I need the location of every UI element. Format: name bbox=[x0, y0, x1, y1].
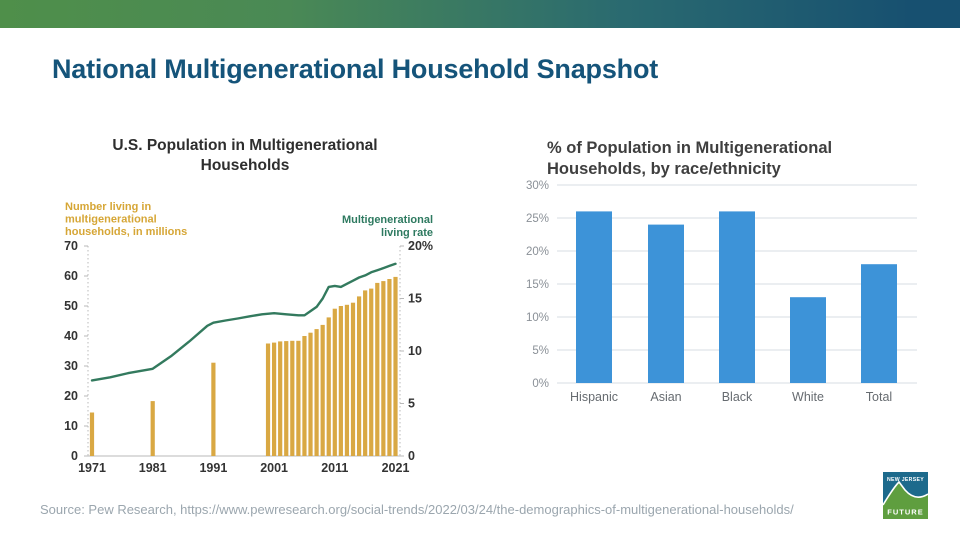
millions-bar-2021 bbox=[393, 276, 398, 456]
millions-bar-2014 bbox=[350, 302, 356, 456]
right-tick-label: 0 bbox=[408, 449, 415, 463]
millions-bar-1991 bbox=[211, 362, 216, 456]
x-tick-label: 1971 bbox=[78, 461, 106, 475]
millions-bar-2018 bbox=[375, 282, 380, 456]
millions-bar-2017 bbox=[369, 288, 374, 456]
right-series-label: Multigenerational bbox=[342, 214, 433, 226]
millions-bar-2006 bbox=[302, 336, 307, 456]
combo-chart-population-millions: 0 10 20 30 40 50 60 70 0 5 10 15 20% 1971 1981 1991 2001… bbox=[64, 201, 433, 475]
millions-bar-2020 bbox=[387, 279, 392, 456]
millions-bar-1971 bbox=[89, 412, 95, 456]
bar-hispanic bbox=[576, 211, 612, 383]
millions-bar-2011 bbox=[332, 308, 337, 456]
x-tick-label: 1991 bbox=[199, 461, 227, 475]
millions-bar-2016 bbox=[363, 290, 368, 456]
millions-bar-2019 bbox=[381, 281, 386, 456]
bar-total bbox=[861, 264, 897, 383]
x-tick-label: 2001 bbox=[260, 461, 288, 475]
logo-text-top: NEW JERSEY bbox=[887, 477, 924, 483]
millions-bar-2012 bbox=[338, 306, 343, 456]
y-tick-label: 25% bbox=[526, 213, 549, 225]
left-series-label: multigenerational bbox=[65, 214, 157, 226]
y-tick-label: 20% bbox=[526, 246, 549, 258]
left-tick-label: 60 bbox=[64, 269, 78, 283]
category-label: Total bbox=[866, 390, 892, 404]
logo-wave-line bbox=[883, 480, 928, 506]
millions-bar-2003 bbox=[284, 341, 289, 456]
x-tick-label: 2021 bbox=[382, 461, 410, 475]
millions-bar-2010 bbox=[326, 317, 331, 456]
new-jersey-future-logo: NEW JERSEY FUTURE bbox=[883, 472, 928, 519]
millions-bar-2013 bbox=[344, 304, 350, 456]
source-citation: Source: Pew Research, https://www.pewres… bbox=[40, 502, 794, 517]
category-label: Black bbox=[722, 390, 753, 404]
millions-bar-1981 bbox=[150, 401, 155, 456]
millions-bar-2008 bbox=[314, 329, 319, 456]
right-series-label: living rate bbox=[381, 227, 433, 239]
left-tick-label: 70 bbox=[64, 239, 78, 253]
bar-asian bbox=[648, 224, 684, 383]
bar-white bbox=[790, 297, 826, 383]
millions-bar-2015 bbox=[356, 296, 362, 456]
millions-bar-2000 bbox=[265, 343, 271, 456]
category-label: Asian bbox=[650, 390, 681, 404]
y-tick-label: 30% bbox=[526, 180, 549, 192]
millions-bar-2001 bbox=[272, 342, 277, 456]
left-tick-label: 10 bbox=[64, 419, 78, 433]
logo-text-bottom: FUTURE bbox=[887, 508, 923, 517]
right-tick-label: 20% bbox=[408, 239, 433, 253]
left-tick-label: 50 bbox=[64, 299, 78, 313]
millions-bar-2007 bbox=[308, 332, 313, 456]
millions-bar-2004 bbox=[290, 340, 295, 456]
millions-bar-2002 bbox=[278, 341, 283, 456]
right-chart-title: % of Population in Multigenerational Hou… bbox=[547, 139, 833, 178]
left-tick-label: 20 bbox=[64, 389, 78, 403]
left-series-label: Number living in bbox=[65, 201, 151, 213]
category-label: White bbox=[792, 390, 824, 404]
y-tick-label: 15% bbox=[526, 279, 549, 291]
left-tick-label: 40 bbox=[64, 329, 78, 343]
left-tick-label: 30 bbox=[64, 359, 78, 373]
right-tick-label: 10 bbox=[408, 344, 422, 358]
millions-bar-2005 bbox=[296, 340, 301, 456]
millions-bar-2009 bbox=[320, 324, 325, 456]
living-rate-line bbox=[90, 262, 397, 382]
slide-title: National Multigenerational Household Sna… bbox=[52, 54, 659, 84]
left-tick-label: 0 bbox=[71, 449, 78, 463]
logo-green-hill bbox=[883, 482, 928, 519]
right-tick-label: 15 bbox=[408, 292, 422, 306]
bar-chart-race-ethnicity: 0% 5% 10% 15% 20% 25% 30% Hispanic Asian Black Whi… bbox=[526, 180, 917, 404]
y-tick-label: 10% bbox=[526, 312, 549, 324]
left-series-label: households, in millions bbox=[65, 226, 187, 238]
bar-black bbox=[719, 211, 755, 383]
top-accent-bar bbox=[0, 0, 960, 28]
category-label: Hispanic bbox=[570, 390, 618, 404]
left-chart-title: U.S. Population in Multigenerational Hou… bbox=[112, 137, 378, 174]
x-tick-label: 2011 bbox=[321, 461, 348, 475]
y-tick-label: 0% bbox=[532, 378, 549, 390]
right-tick-label: 5 bbox=[408, 397, 415, 411]
y-tick-label: 5% bbox=[532, 345, 549, 357]
x-tick-label: 1981 bbox=[139, 461, 167, 475]
